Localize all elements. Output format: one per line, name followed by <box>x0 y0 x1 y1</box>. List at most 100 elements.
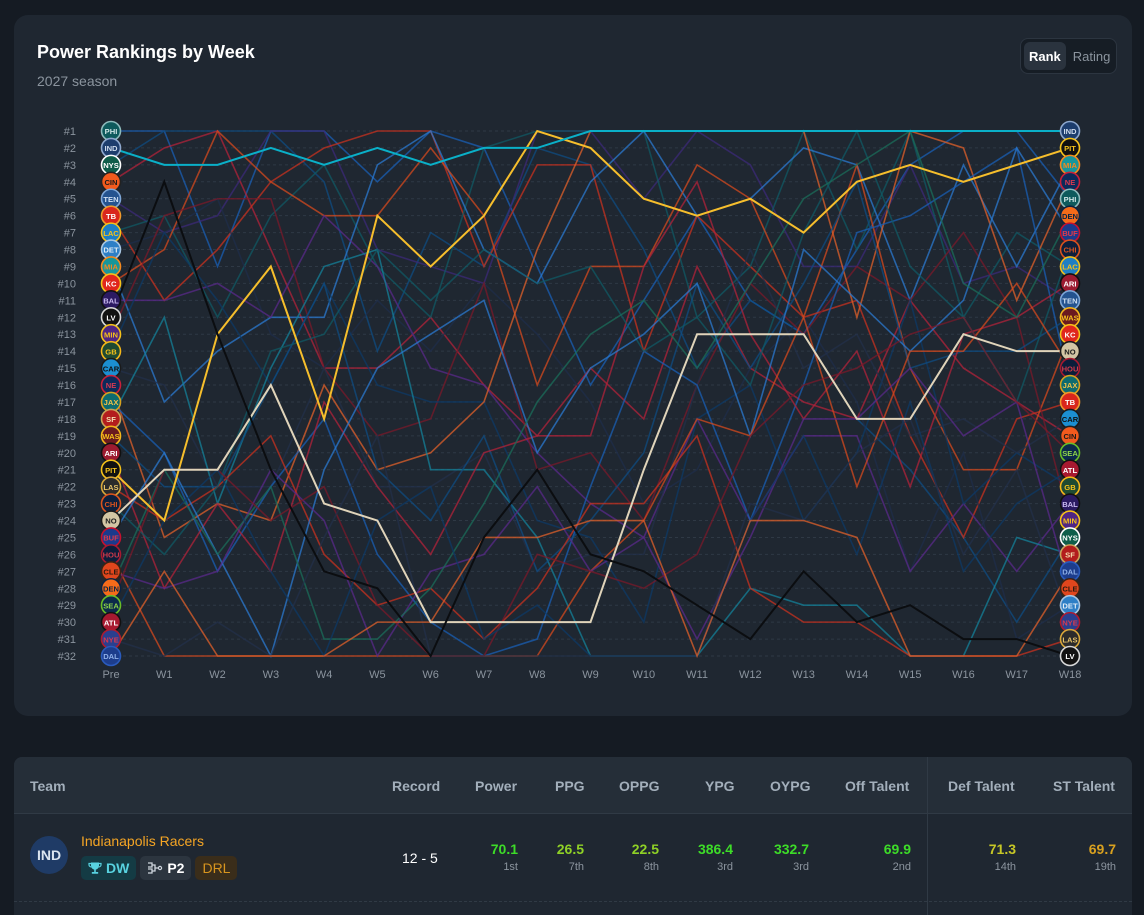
rank-line-lac[interactable] <box>110 128 1071 320</box>
rankings-line-chart: #1 #2 #3 #4 #5 #6 #7 #8 #9 #10 #11 #12 #13 #14 #15 #16 #… <box>58 120 1082 681</box>
rank-line-dal[interactable] <box>110 519 1071 659</box>
y-tick-label: #29 <box>58 600 76 612</box>
x-tick-label: W18 <box>1059 669 1082 681</box>
drl-label: DRL <box>202 860 231 876</box>
team-marker-lac-pre[interactable]: LAC <box>100 222 122 243</box>
rank-line-det[interactable] <box>110 197 1071 641</box>
team-marker-dal-pre[interactable]: DAL <box>100 645 122 667</box>
team-marker-label: NYS <box>1062 534 1078 543</box>
rank-line-lv[interactable] <box>110 178 1071 658</box>
division-winner-label: DW <box>106 860 130 876</box>
x-tick-label: W14 <box>846 669 869 681</box>
team-marker-label: TEN <box>1062 297 1077 306</box>
column-divider <box>927 757 928 915</box>
y-tick-label: #7 <box>64 228 76 240</box>
team-marker-label: PHI <box>1064 195 1077 204</box>
ppg-value: 26.5 <box>556 841 584 857</box>
x-tick-label: W5 <box>369 669 386 681</box>
team-marker-label: ARI <box>1063 280 1076 289</box>
team-marker-label: DEN <box>103 584 119 593</box>
rank-line-ind[interactable] <box>110 130 1070 166</box>
col-record[interactable]: Record <box>392 778 441 794</box>
team-marker-label: DAL <box>103 652 119 661</box>
rank-line-pit[interactable] <box>110 129 1071 523</box>
team-marker-label: LAC <box>103 229 119 238</box>
chart-title: Power Rankings by Week <box>37 42 255 62</box>
team-name-link[interactable]: Indianapolis Racers <box>81 833 204 849</box>
team-marker-label: IND <box>1063 127 1077 136</box>
x-tick-label: W15 <box>899 669 922 681</box>
col-ypg[interactable]: YPG <box>705 778 735 794</box>
team-marker-chi-final[interactable]: CHI <box>1059 239 1081 260</box>
rank-line-sea[interactable] <box>110 316 1071 657</box>
ypg-rank: 3rd <box>717 861 733 873</box>
team-marker-label: KC <box>106 280 117 289</box>
x-tick-label: W6 <box>422 669 439 681</box>
team-marker-circle <box>100 645 122 667</box>
team-marker-label: TB <box>1065 398 1076 407</box>
table-row[interactable]: IND Indianapolis Racers DW P2 <box>14 814 1132 902</box>
oppg-cell: 22.5 8th <box>632 841 659 873</box>
power-cell: 70.1 1st <box>491 841 518 873</box>
team-marker-cin-pre[interactable]: CIN <box>100 171 122 193</box>
team-marker-label: JAX <box>104 398 119 407</box>
team-marker-cle-pre[interactable]: CLE <box>100 561 122 582</box>
team-marker-label: NYE <box>103 635 119 644</box>
team-marker-label: SF <box>106 415 116 424</box>
team-marker-label: DET <box>1062 601 1078 610</box>
y-tick-label: #27 <box>58 566 76 578</box>
table-header: Team Record Power PPG OPPG YPG OYPG Off … <box>14 757 1132 814</box>
team-marker-ind-pre[interactable]: IND <box>100 137 122 159</box>
col-off-talent[interactable]: Off Talent <box>845 778 910 794</box>
team-avatar: IND <box>30 836 68 874</box>
col-ppg[interactable]: PPG <box>555 778 585 794</box>
rank-line-chi[interactable] <box>110 129 1071 556</box>
y-tick-label: #32 <box>58 651 76 663</box>
team-marker-label: PHI <box>105 127 118 136</box>
ppg-rank: 7th <box>568 861 584 873</box>
team-marker-lv-final[interactable]: LV <box>1059 645 1081 667</box>
team-marker-nys-final[interactable]: NYS <box>1059 527 1081 548</box>
team-marker-tb-pre[interactable]: TB <box>100 205 122 226</box>
x-tick-label: W12 <box>739 669 762 681</box>
team-marker-label: MIA <box>104 263 118 272</box>
col-st-talent[interactable]: ST Talent <box>1053 778 1115 794</box>
team-marker-jax-final[interactable]: JAX <box>1059 374 1081 396</box>
team-marker-bal-final[interactable]: BAL <box>1059 493 1081 514</box>
off-talent-rank: 2nd <box>892 861 911 873</box>
off-talent-value: 69.9 <box>883 841 911 857</box>
team-marker-label: SEA <box>1062 449 1078 458</box>
team-badges: DW P2 DRL <box>81 856 238 880</box>
rank-line-no[interactable] <box>110 333 1070 624</box>
oypg-cell: 332.7 3rd <box>774 841 809 873</box>
col-power[interactable]: Power <box>475 778 518 794</box>
team-marker-ari-pre[interactable]: ARI <box>100 442 122 464</box>
col-def-talent[interactable]: Def Talent <box>948 778 1015 794</box>
team-marker-circle <box>1059 645 1081 667</box>
team-marker-no-final[interactable]: NO <box>1059 340 1081 362</box>
team-marker-den-pre[interactable]: DEN <box>100 577 122 599</box>
rating-toggle-button[interactable]: Rating <box>1072 48 1111 64</box>
team-marker-label: CIN <box>104 178 117 187</box>
y-tick-label: #18 <box>58 414 76 426</box>
y-tick-label: #19 <box>58 431 76 443</box>
col-team[interactable]: Team <box>30 778 66 794</box>
team-marker-sf-final[interactable]: SF <box>1059 544 1081 565</box>
team-marker-gb-final[interactable]: GB <box>1059 476 1081 497</box>
col-oypg[interactable]: OYPG <box>770 778 811 794</box>
team-marker-sf-pre[interactable]: SF <box>100 408 122 430</box>
x-tick-label: W2 <box>209 669 226 681</box>
team-marker-label: LAC <box>1062 263 1078 272</box>
team-marker-label: ATL <box>1063 466 1078 475</box>
col-oppg[interactable]: OPPG <box>619 778 660 794</box>
team-marker-label: NYE <box>1062 618 1078 627</box>
rank-toggle-button[interactable]: Rank <box>1024 42 1066 70</box>
team-marker-label: ARI <box>104 449 117 458</box>
team-marker-hou-final[interactable]: HOU <box>1059 357 1081 379</box>
team-marker-label: CHI <box>1063 246 1076 255</box>
team-marker-label: WAS <box>102 432 119 441</box>
y-tick-label: #15 <box>58 363 76 375</box>
oypg-value: 332.7 <box>773 841 809 857</box>
team-marker-label: WAS <box>1061 313 1078 322</box>
rank-line-hou[interactable] <box>110 282 1071 657</box>
